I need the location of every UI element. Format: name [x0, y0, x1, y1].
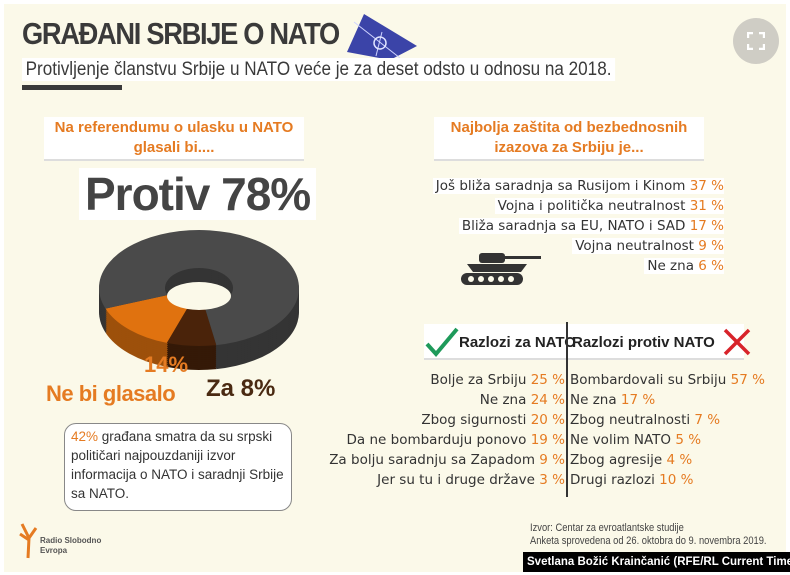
item-label: Da ne bombarduju ponovo: [346, 432, 527, 448]
page-title: GRAĐANI SRBIJE O NATO: [22, 16, 340, 51]
survey-dates-text: Anketa sprovedena od 26. oktobra do 9. n…: [530, 535, 767, 547]
title-underline: [22, 85, 122, 90]
item-label: Zbog sigurnosti: [421, 412, 527, 428]
item-label: Jer su tu i druge države: [377, 472, 535, 488]
check-icon: [425, 327, 459, 358]
ne-bi-glasalo-label: Ne bi glasalo: [46, 381, 176, 406]
list-item: Ne zna 17 %: [570, 390, 790, 410]
list-item: Ne zna 6 %: [384, 256, 724, 276]
referendum-heading: Na referendumu o ulasku u NATO glasali b…: [44, 117, 304, 161]
item-label: Ne zna: [570, 392, 617, 408]
list-item: Jer su tu i druge države 3 %: [304, 470, 565, 490]
donut-hole: [167, 282, 231, 310]
donut-slice-ne-bi-glasalo: [105, 295, 189, 343]
item-label: Bombardovali su Srbiju: [570, 372, 727, 388]
list-item: Ne zna 24 %: [304, 390, 565, 410]
list-item: Bolje za Srbiju 25 %: [304, 370, 565, 390]
item-value: 19 %: [530, 432, 565, 448]
item-label: Drugi razlozi: [570, 472, 655, 488]
logo-line1: Radio Slobodno: [40, 536, 102, 545]
security-heading-line1: Najbolja zaštita od bezbednosnih: [450, 119, 688, 136]
referendum-heading-line2: glasali bi....: [133, 139, 215, 156]
item-value: 17 %: [620, 392, 656, 408]
pro-reasons-list: Bolje za Srbiju 25 % Ne zna 24 % Zbog si…: [304, 370, 565, 490]
item-label: Vojna i politička neutralnost: [497, 198, 686, 214]
info-pct: 42%: [71, 429, 99, 444]
item-label: Za bolju saradnju sa Zapadom: [329, 452, 535, 468]
referendum-heading-line1: Na referendumu o ulasku u NATO: [54, 119, 294, 136]
con-heading: Razlozi protiv NATO: [572, 334, 715, 351]
item-value: 24 %: [530, 392, 565, 408]
list-item: Vojna neutralnost 9 %: [384, 236, 724, 256]
item-label: Zbog neutralnosti: [570, 412, 691, 428]
rse-logo-icon: [19, 523, 38, 559]
nato-flag-icon: [347, 14, 417, 60]
item-value: 9 %: [539, 452, 565, 468]
con-reasons-list: Bombardovali su Srbiju 57 % Ne zna 17 % …: [570, 370, 790, 490]
list-item: Vojna i politička neutralnost 31 %: [384, 196, 724, 216]
za-label: Za 8%: [206, 375, 276, 402]
page-subtitle: Protivljenje članstvu Srbije u NATO veće…: [22, 58, 616, 81]
item-value: 10 %: [659, 472, 694, 488]
security-list: Još bliža saradnja sa Rusijom i Kinom 37…: [384, 176, 724, 276]
fullscreen-button[interactable]: [733, 18, 779, 64]
item-label: Zbog agresije: [570, 452, 663, 468]
pro-heading: Razlozi za NATO: [459, 334, 576, 351]
security-heading-line2: izazova za Srbiju je...: [494, 139, 644, 156]
donut-chart: [99, 230, 300, 370]
ne-bi-glasalo-pct: 14%: [144, 352, 189, 377]
item-label: Vojna neutralnost: [575, 238, 694, 254]
item-label: Ne volim NATO: [570, 432, 672, 448]
security-heading: Najbolja zaštita od bezbednosnih izazova…: [434, 117, 704, 161]
logo-line2: Evropa: [40, 546, 68, 555]
list-item: Ne volim NATO 5 %: [570, 430, 790, 450]
list-item: Zbog neutralnosti 7 %: [570, 410, 790, 430]
tank-icon: [461, 253, 541, 285]
source-text: Izvor: Centar za evroatlantske studije: [530, 522, 684, 534]
donut-slice-za: [166, 306, 217, 346]
reasons-header-band: [424, 324, 744, 360]
protiv-headline: Protiv 78%: [79, 168, 317, 220]
item-label: Bolje za Srbiju: [430, 372, 527, 388]
list-item: Da ne bombarduju ponovo 19 %: [304, 430, 565, 450]
item-value: 57 %: [730, 372, 765, 388]
list-item: Još bliža saradnja sa Rusijom i Kinom 37…: [384, 176, 724, 196]
item-label: Ne zna: [479, 392, 527, 408]
list-item: Bliža saradnja sa EU, NATO i SAD 17 %: [384, 216, 724, 236]
list-item: Drugi razlozi 10 %: [570, 470, 790, 490]
item-value: 4 %: [666, 452, 693, 468]
list-item: Bombardovali su Srbiju 57 %: [570, 370, 790, 390]
list-item: Zbog sigurnosti 20 %: [304, 410, 565, 430]
list-item: Zbog agresije 4 %: [570, 450, 790, 470]
item-value: 31 %: [689, 198, 724, 214]
item-value: 20 %: [530, 412, 565, 428]
list-item: Za bolju saradnju sa Zapadom 9 %: [304, 450, 565, 470]
item-value: 25 %: [530, 372, 565, 388]
fullscreen-icon: [747, 32, 765, 50]
item-value: 3 %: [539, 472, 565, 488]
donut-slice-protiv: [99, 230, 299, 346]
item-value: 6 %: [698, 258, 724, 274]
infographic: GRAĐANI SRBIJE O NATO Protivljenje člans…: [4, 4, 790, 572]
item-label: Bliža saradnja sa EU, NATO i SAD: [461, 218, 686, 234]
item-label: Ne zna: [647, 258, 694, 274]
column-divider: [566, 322, 568, 497]
item-label: Još bliža saradnja sa Rusijom i Kinom: [435, 178, 686, 194]
info-box: 42% građana smatra da su srpski političa…: [64, 423, 292, 511]
item-value: 5 %: [675, 432, 702, 448]
item-value: 7 %: [694, 412, 721, 428]
item-value: 17 %: [689, 218, 724, 234]
item-value: 37 %: [689, 178, 724, 194]
info-text: građana smatra da su srpski političari n…: [71, 429, 284, 501]
cross-icon: [723, 328, 751, 356]
credit-caption: Svetlana Božić Krainčanić (RFE/RL Curren…: [523, 552, 790, 572]
rse-logo-text: Radio Slobodno Evropa: [40, 536, 101, 556]
item-value: 9 %: [698, 238, 724, 254]
